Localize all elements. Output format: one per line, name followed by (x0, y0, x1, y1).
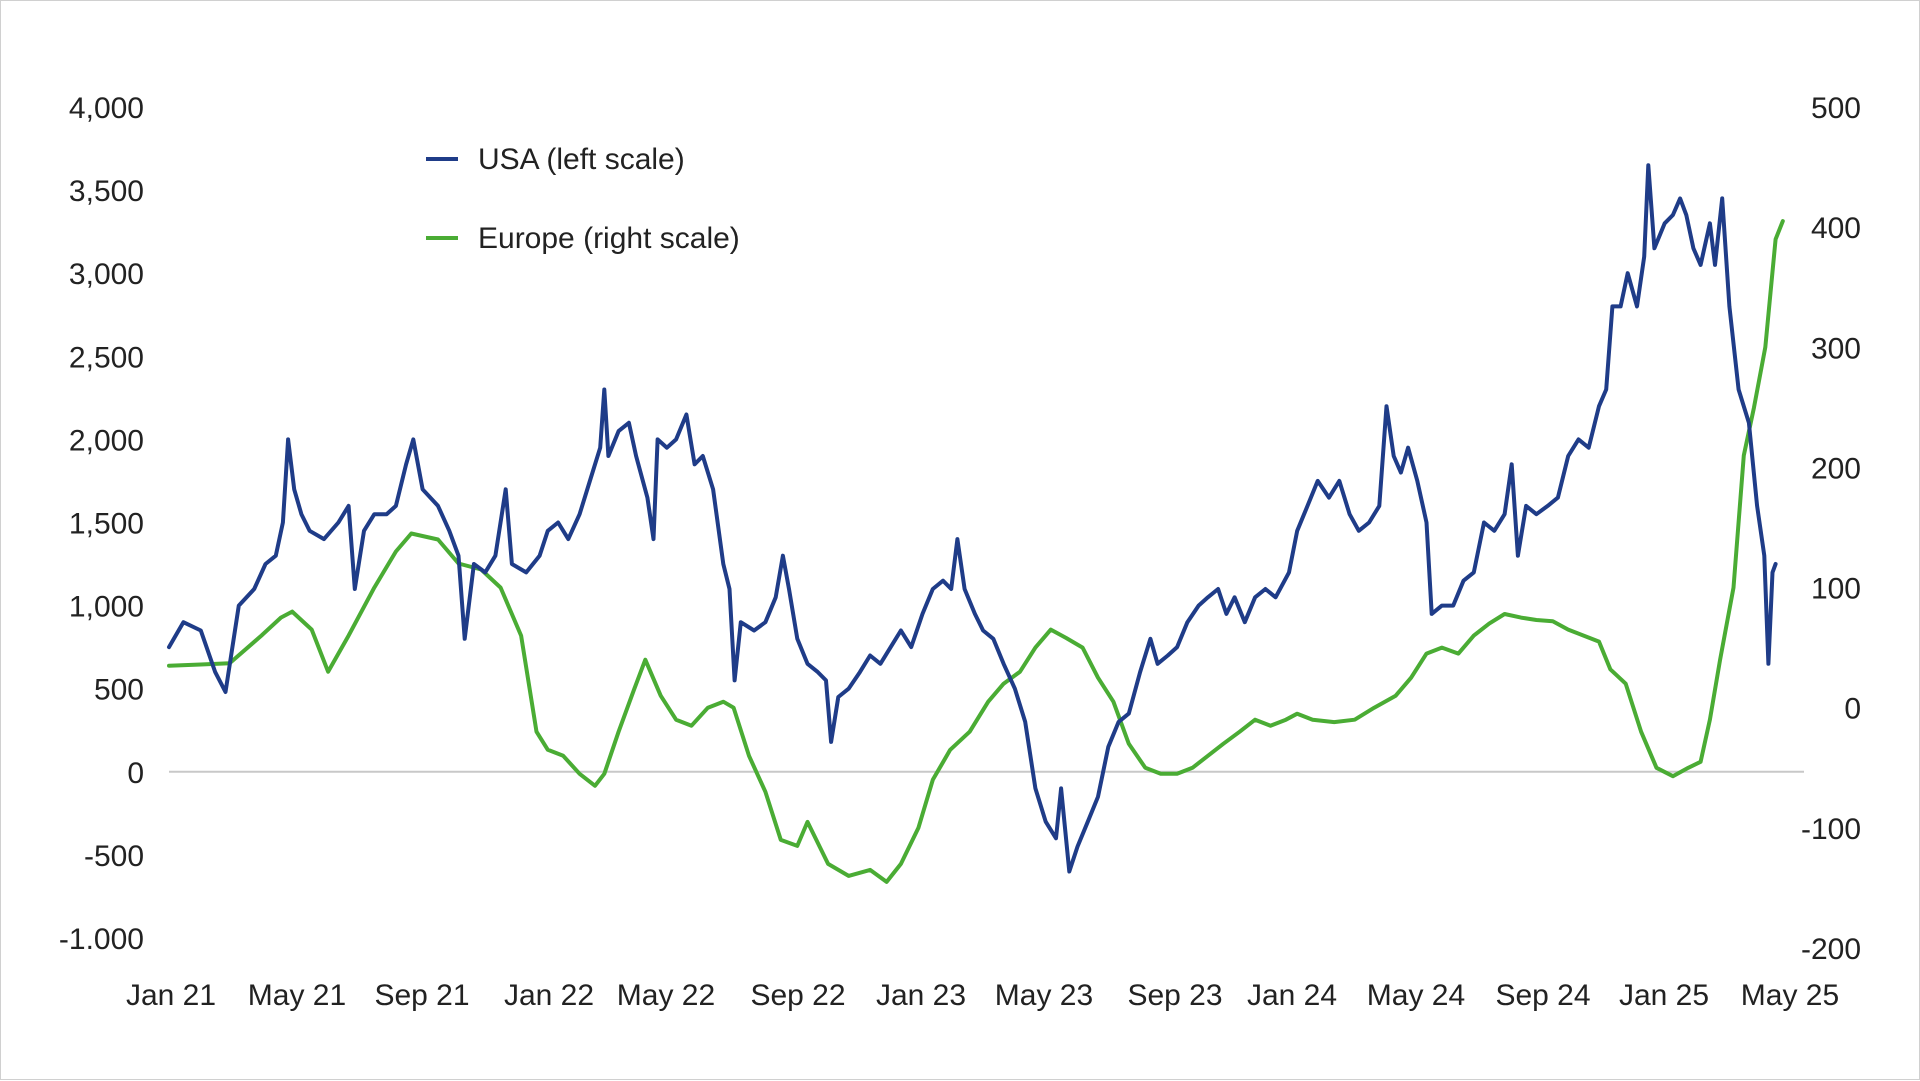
x-tick-label: Jan 23 (876, 979, 966, 1012)
x-tick-label: May 24 (1367, 979, 1465, 1012)
y-left-tick-label: 1,000 (69, 591, 144, 624)
y-right-tick-label: 500 (1811, 92, 1861, 125)
y-right-tick-label: 0 (1844, 693, 1861, 726)
y-left-tick-label: 2,000 (69, 424, 144, 457)
x-tick-label: Sep 21 (374, 979, 469, 1012)
y-right-tick-label: 200 (1811, 452, 1861, 485)
x-tick-label: Jan 24 (1247, 979, 1337, 1012)
y-right-tick-label: -100 (1801, 813, 1861, 846)
y-left-tick-label: 1,500 (69, 508, 144, 541)
x-tick-label: Jan 21 (126, 979, 216, 1012)
legend: USA (left scale) Europe (right scale) (426, 143, 740, 255)
x-tick-label: May 22 (617, 979, 715, 1012)
x-tick-label: May 23 (995, 979, 1093, 1012)
legend-label-europe: Europe (right scale) (478, 222, 740, 255)
y-left-tick-label: -500 (84, 840, 144, 873)
series-line-usa (167, 163, 1778, 874)
y-left-tick-label: 2,500 (69, 341, 144, 374)
x-tick-label: May 25 (1741, 979, 1839, 1012)
y-right-tick-label: -200 (1801, 933, 1861, 966)
x-tick-label: Sep 22 (750, 979, 845, 1012)
y-right-tick-label: 400 (1811, 212, 1861, 245)
x-tick-label: Sep 24 (1495, 979, 1590, 1012)
y-right-tick-label: 100 (1811, 573, 1861, 606)
y-left-tick-label: 500 (94, 674, 144, 707)
legend-label-usa: USA (left scale) (478, 143, 685, 176)
y-left-tick-label: 0 (127, 757, 144, 790)
x-tick-label: Jan 25 (1619, 979, 1709, 1012)
y-right-tick-label: 300 (1811, 332, 1861, 365)
x-tick-label: Sep 23 (1127, 979, 1222, 1012)
x-tick-label: May 21 (248, 979, 346, 1012)
x-tick-label: Jan 22 (504, 979, 594, 1012)
series-line-europe (167, 219, 1785, 884)
y-left-tick-label: 3,000 (69, 258, 144, 291)
y-left-tick-label: 4,000 (69, 92, 144, 125)
y-left-tick-label: 3,500 (69, 175, 144, 208)
y-left-tick-label: -1.000 (59, 923, 144, 956)
